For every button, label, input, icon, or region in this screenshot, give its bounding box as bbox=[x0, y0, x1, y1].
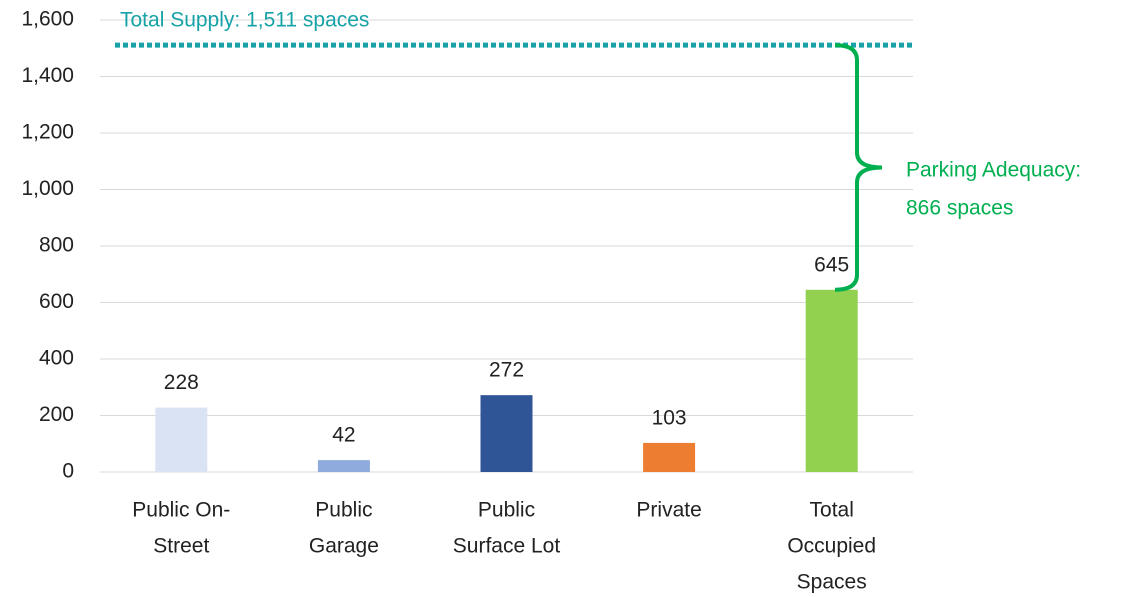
x-tick-label: Public bbox=[478, 499, 535, 522]
y-tick-label: 400 bbox=[39, 347, 74, 370]
x-tick-label: Surface Lot bbox=[453, 535, 561, 558]
y-tick-label: 1,400 bbox=[21, 64, 74, 87]
bar bbox=[805, 289, 858, 472]
value-label: 103 bbox=[652, 406, 687, 429]
y-tick-label: 1,600 bbox=[21, 8, 74, 31]
y-tick-label: 200 bbox=[39, 403, 74, 426]
x-tick-label: Street bbox=[153, 535, 209, 558]
bar bbox=[155, 407, 208, 472]
supply-label: Total Supply: 1,511 spaces bbox=[120, 9, 369, 32]
bar bbox=[480, 395, 533, 472]
value-label: 272 bbox=[489, 359, 524, 382]
value-label: 228 bbox=[164, 371, 199, 394]
adequacy-label: 866 spaces bbox=[906, 197, 1013, 220]
x-tick-label: Total bbox=[810, 499, 854, 522]
y-tick-label: 600 bbox=[39, 290, 74, 313]
x-tick-label: Spaces bbox=[797, 571, 867, 594]
value-label: 645 bbox=[814, 253, 849, 276]
bar bbox=[643, 442, 696, 472]
x-tick-label: Public On- bbox=[132, 499, 230, 522]
x-tick-label: Occupied bbox=[787, 535, 876, 558]
y-tick-label: 1,000 bbox=[21, 177, 74, 200]
x-tick-label: Garage bbox=[309, 535, 379, 558]
y-tick-label: 1,200 bbox=[21, 121, 74, 144]
adequacy-brace bbox=[834, 43, 883, 292]
x-tick-label: Public bbox=[315, 499, 372, 522]
value-label: 42 bbox=[332, 424, 355, 447]
adequacy-label: Parking Adequacy: bbox=[906, 159, 1081, 182]
y-tick-label: 0 bbox=[62, 460, 74, 483]
x-tick-label: Private bbox=[636, 499, 701, 522]
bar bbox=[317, 460, 370, 472]
y-tick-label: 800 bbox=[39, 234, 74, 257]
